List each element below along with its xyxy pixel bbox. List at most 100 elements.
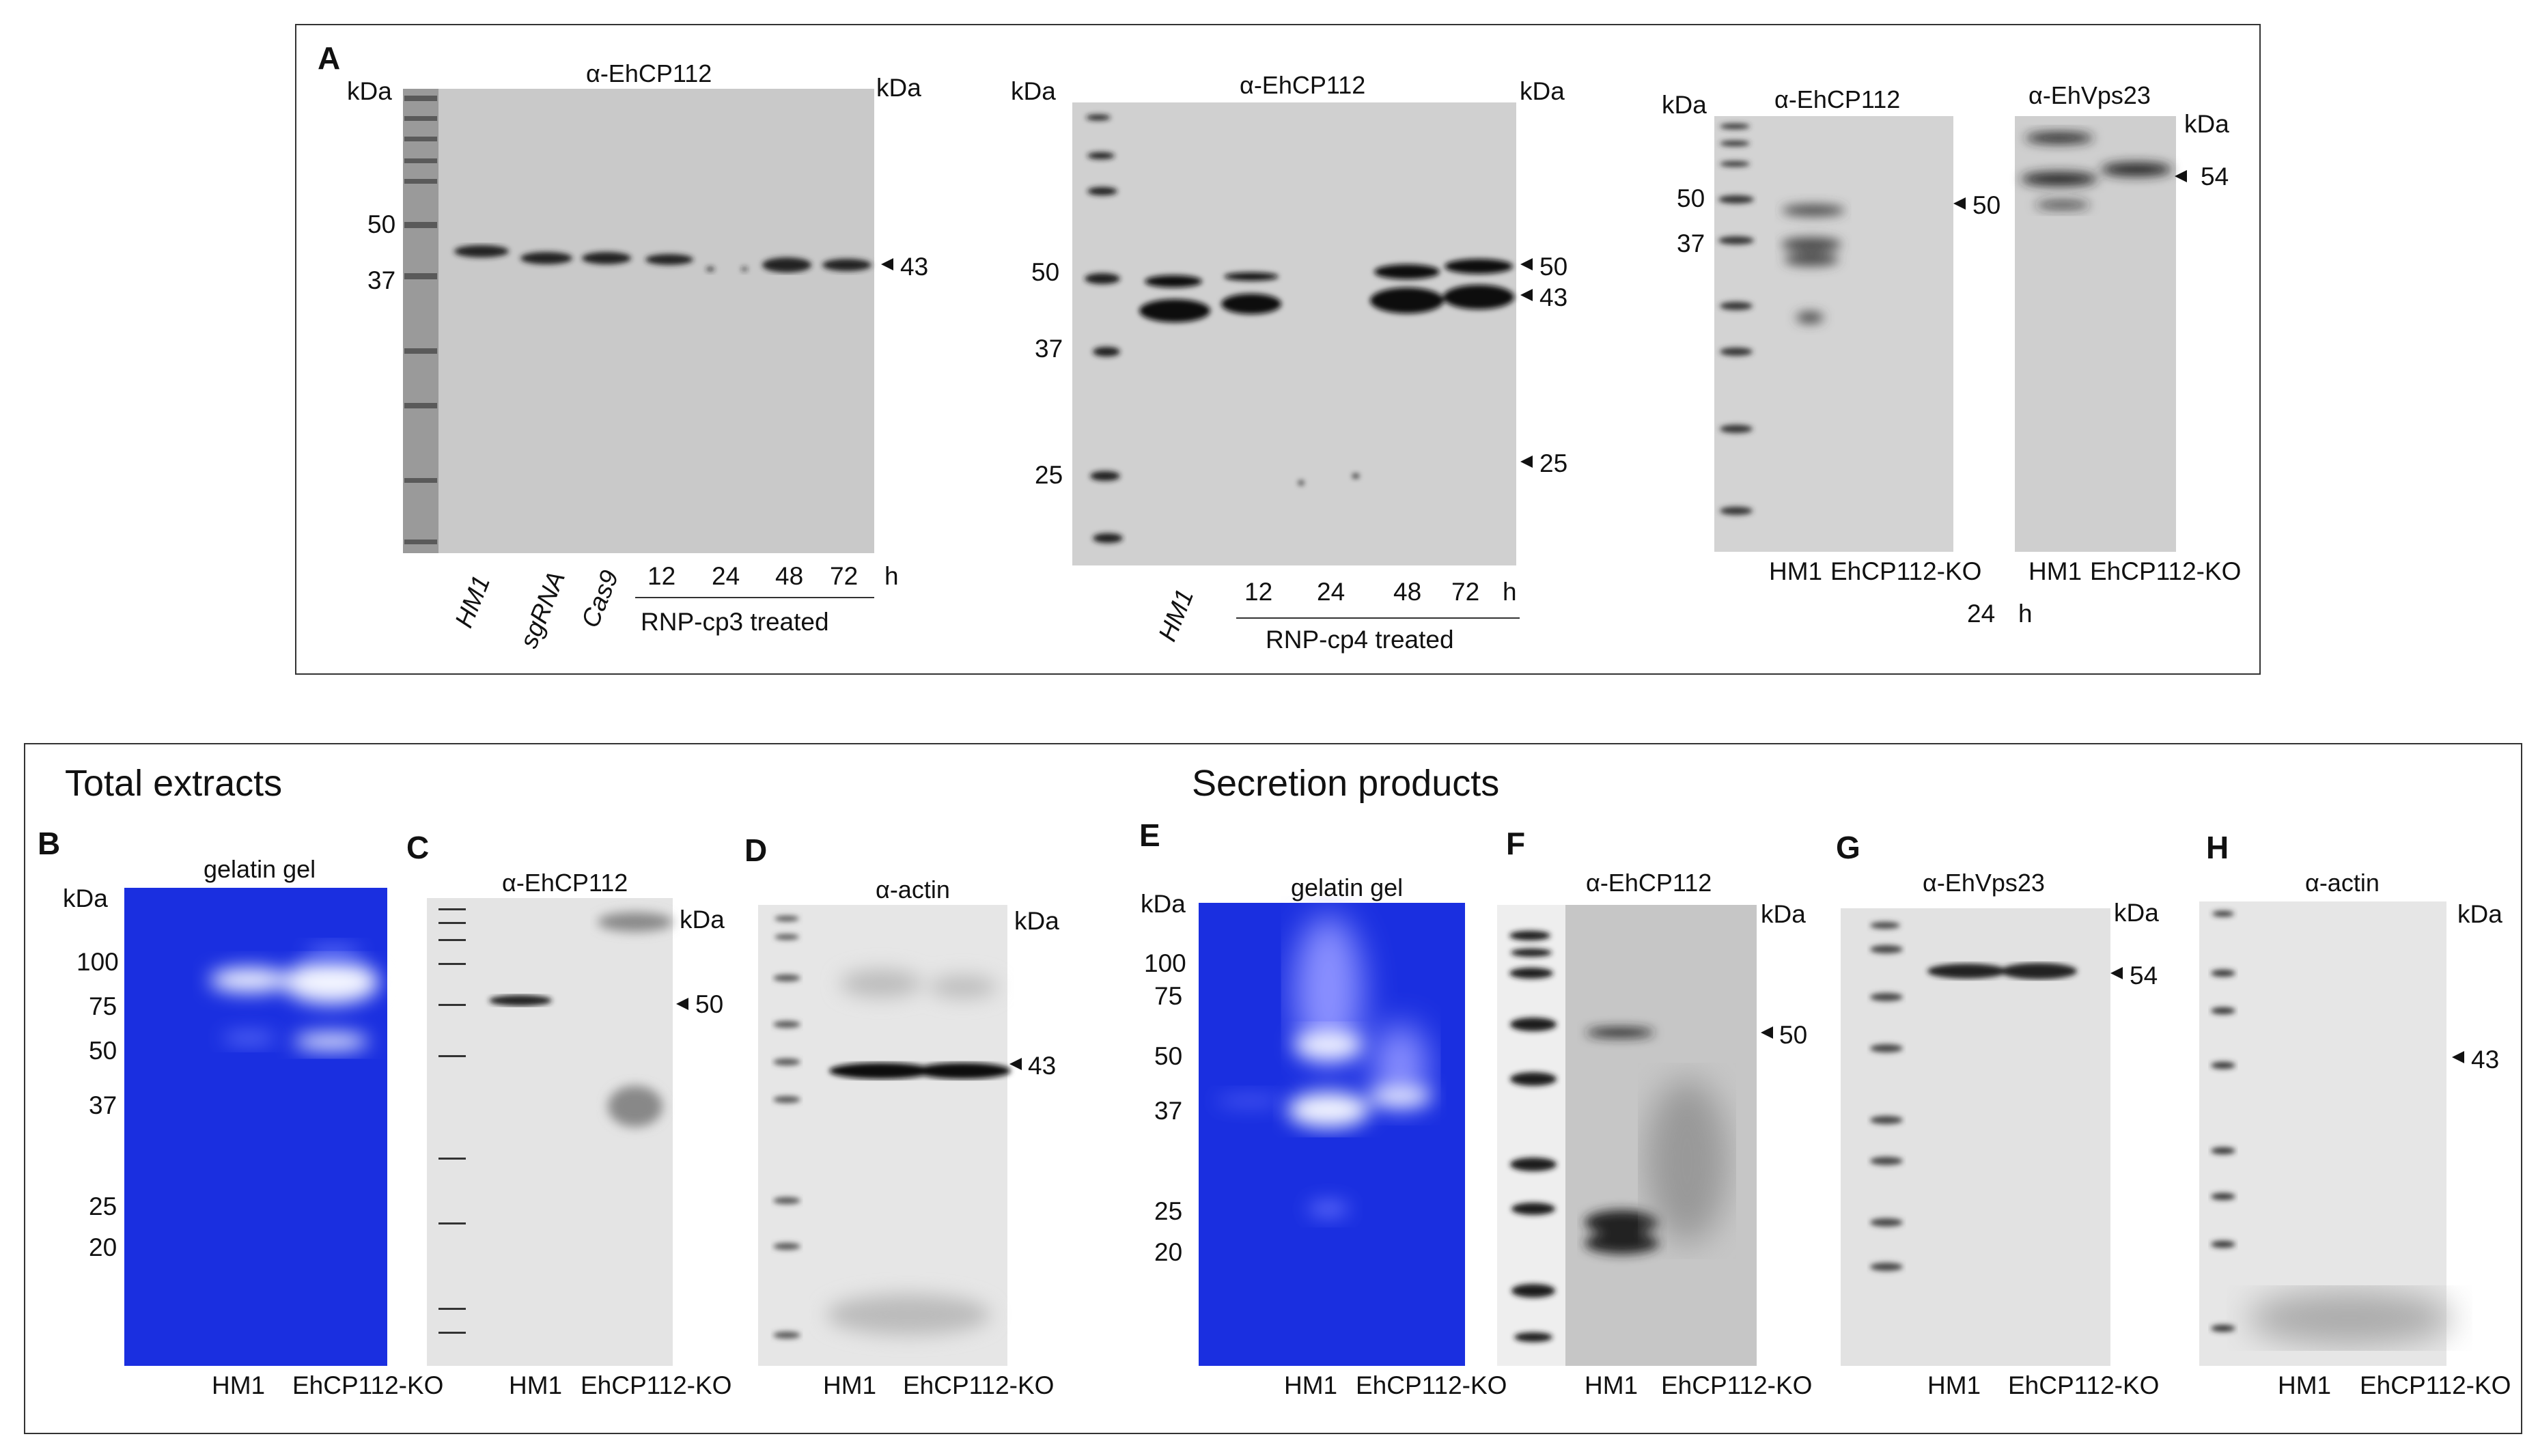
panel-h-lane-hm1: HM1 <box>2278 1371 2332 1399</box>
panel-c-letter: C <box>406 830 430 865</box>
section-secretion-products: Secretion products <box>1192 763 1500 804</box>
panel-f-lane-hm1: HM1 <box>1585 1371 1638 1399</box>
panel-b-marker-25: 25 <box>89 1192 117 1220</box>
blot1-kda-right: kDa <box>876 74 921 102</box>
blot3-lane-hm1-right: HM1 <box>2028 557 2082 585</box>
blot2-treatment: RNP-cp4 treated <box>1266 626 1454 654</box>
band-arrowheads <box>676 170 2464 1070</box>
blot3-title-left: α-EhCP112 <box>1774 85 1901 113</box>
panel-b-lane-ko: EhCP112-KO <box>292 1371 444 1399</box>
panel-h-lane-ko: EhCP112-KO <box>2360 1371 2511 1399</box>
blot2-lane-12: 12 <box>1244 578 1273 606</box>
blot1-lane-24: 24 <box>712 562 740 590</box>
panel-d-letter: D <box>744 832 768 868</box>
panel-e-lane-ko: EhCP112-KO <box>1356 1371 1507 1399</box>
panel-e-marker-25: 25 <box>1154 1197 1183 1225</box>
blot3-title-right: α-EhVps23 <box>2028 81 2151 109</box>
panel-e-letter: E <box>1139 817 1160 853</box>
panel-f-title: α-EhCP112 <box>1586 869 1712 897</box>
panel-g-lane-ko: EhCP112-KO <box>2008 1371 2160 1399</box>
blot1-title: α-EhCP112 <box>586 59 712 87</box>
panel-g-membrane <box>1841 908 2110 1366</box>
blot1-lane-12: 12 <box>647 562 676 590</box>
blot2-marker-37: 37 <box>1035 335 1063 363</box>
panel-b-gelatin-gel <box>124 888 387 1366</box>
blot3-arrow-right: 54 <box>2201 163 2229 191</box>
panel-a-blot2-membrane <box>1072 102 1516 565</box>
blot1-kda-left: kDa <box>347 77 392 105</box>
panel-h-membrane <box>2199 901 2452 1366</box>
blot2-title: α-EhCP112 <box>1240 71 1366 99</box>
panel-a-frame <box>295 24 2261 675</box>
blot1-treatment: RNP-cp3 treated <box>641 608 829 636</box>
panel-e-marker-100: 100 <box>1144 949 1186 977</box>
panel-e-marker-50: 50 <box>1154 1042 1183 1070</box>
panel-c-membrane <box>427 898 673 1366</box>
blot3-time-unit: h <box>2018 600 2033 628</box>
panel-h-arrow: 43 <box>2471 1046 2500 1074</box>
blot2-lane-48: 48 <box>1393 578 1422 606</box>
blot2-arrow-43: 43 <box>1539 283 1568 311</box>
treatment-brackets <box>635 597 1520 619</box>
panel-f-lane-ko: EhCP112-KO <box>1661 1371 1813 1399</box>
panel-c-lane-hm1: HM1 <box>509 1371 563 1399</box>
panel-e-title: gelatin gel <box>1291 873 1404 901</box>
panel-b-marker-50: 50 <box>89 1037 117 1065</box>
panel-h-kda: kDa <box>2457 900 2502 928</box>
panels-b-h-frame <box>24 743 2522 1434</box>
panel-g-arrow: 54 <box>2130 962 2158 990</box>
panel-d-title: α-actin <box>876 876 950 904</box>
blot2-marker-25: 25 <box>1035 461 1063 489</box>
panel-c-lane-ko: EhCP112-KO <box>581 1371 732 1399</box>
panel-a-blot1-membrane <box>403 89 874 553</box>
blot3-arrow-left: 50 <box>1972 191 2001 219</box>
panel-f-membrane <box>1497 905 1757 1366</box>
blot2-marker-50: 50 <box>1031 258 1060 286</box>
blot3-lane-hm1-left: HM1 <box>1769 557 1823 585</box>
panel-g-lane-hm1: HM1 <box>1927 1371 1981 1399</box>
panel-b-lane-hm1: HM1 <box>212 1371 266 1399</box>
panel-g-title: α-EhVps23 <box>1923 869 2045 897</box>
panel-e-gelatin-gel <box>1199 903 1465 1366</box>
panel-e-lane-hm1: HM1 <box>1284 1371 1338 1399</box>
blot3-time-value: 24 <box>1967 600 1996 628</box>
blot1-arrow-label: 43 <box>900 253 929 281</box>
panel-a-letter: A <box>318 40 341 76</box>
blot1-marker-50: 50 <box>367 210 396 238</box>
panel-a-blot3-vps23-membrane <box>2015 116 2176 552</box>
section-total-extracts: Total extracts <box>65 763 283 804</box>
panel-b-marker-100: 100 <box>76 948 119 976</box>
panel-e-marker-75: 75 <box>1154 982 1183 1010</box>
panel-c-title: α-EhCP112 <box>502 869 628 897</box>
blot1-time-unit: h <box>884 562 899 590</box>
panel-b-marker-20: 20 <box>89 1233 117 1261</box>
panel-g-letter: G <box>1836 830 1860 865</box>
blot2-arrow-50: 50 <box>1539 253 1568 281</box>
panel-d-lane-ko: EhCP112-KO <box>903 1371 1055 1399</box>
blot3-kda-left: kDa <box>1662 91 1707 119</box>
panel-c-kda: kDa <box>680 906 725 934</box>
blot2-lane-72: 72 <box>1451 578 1480 606</box>
blot2-arrow-25: 25 <box>1539 449 1568 477</box>
panel-e-marker-37: 37 <box>1154 1097 1183 1125</box>
panel-g-kda: kDa <box>2114 899 2159 927</box>
panel-f-kda: kDa <box>1761 900 1806 928</box>
panel-h-letter: H <box>2206 830 2229 865</box>
blot2-time-unit: h <box>1503 578 1517 606</box>
panel-f-arrow: 50 <box>1779 1021 1808 1049</box>
panel-f-letter: F <box>1506 826 1526 861</box>
blot3-marker-37: 37 <box>1677 229 1705 257</box>
blot2-kda-left: kDa <box>1011 77 1056 105</box>
blot3-lane-ko-right: EhCP112-KO <box>2090 557 2242 585</box>
panel-d-kda: kDa <box>1014 907 1059 935</box>
panel-d-membrane <box>758 905 1011 1366</box>
blot1-lane-48: 48 <box>775 562 804 590</box>
blot3-lane-ko-left: EhCP112-KO <box>1830 557 1982 585</box>
panel-b-marker-37: 37 <box>89 1091 117 1119</box>
blot3-marker-50: 50 <box>1677 184 1705 212</box>
panel-b-marker-75: 75 <box>89 992 117 1020</box>
panel-b-letter: B <box>38 826 61 861</box>
panel-c-arrow: 50 <box>695 990 724 1018</box>
panel-d-lane-hm1: HM1 <box>823 1371 877 1399</box>
